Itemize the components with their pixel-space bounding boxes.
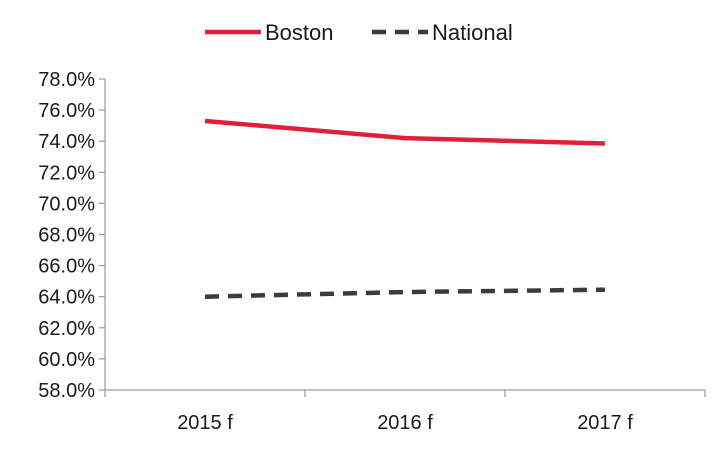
- y-tick-label: 78.0%: [38, 69, 95, 91]
- y-tick-label: 68.0%: [38, 225, 95, 247]
- y-tick-label: 58.0%: [38, 380, 95, 402]
- series-group: [204, 118, 606, 299]
- legend-label-national: National: [432, 20, 513, 45]
- y-tick-label: 66.0%: [38, 256, 95, 278]
- y-tick-label: 60.0%: [38, 349, 95, 371]
- legend-label-boston: Boston: [265, 20, 334, 45]
- x-tick-label: 2016 f: [377, 412, 433, 434]
- x-tick-label: 2017 f: [577, 412, 633, 434]
- y-tick-label: 70.0%: [38, 193, 95, 215]
- y-tick-label: 62.0%: [38, 318, 95, 340]
- y-axis: 58.0% 60.0% 62.0% 64.0% 66.0% 68.0% 70.0% 72.0%…: [38, 69, 106, 402]
- legend: Boston National: [205, 20, 513, 45]
- x-tick-label: 2015 f: [177, 412, 233, 434]
- y-tick-label: 74.0%: [38, 131, 95, 153]
- y-tick-label: 64.0%: [38, 287, 95, 309]
- series-line-national: [204, 287, 606, 299]
- y-tick-label: 76.0%: [38, 100, 95, 122]
- series-line-boston: [204, 118, 606, 146]
- y-tick-label: 72.0%: [38, 162, 95, 184]
- x-axis: 2015 f 2016 f 2017 f: [104, 389, 706, 434]
